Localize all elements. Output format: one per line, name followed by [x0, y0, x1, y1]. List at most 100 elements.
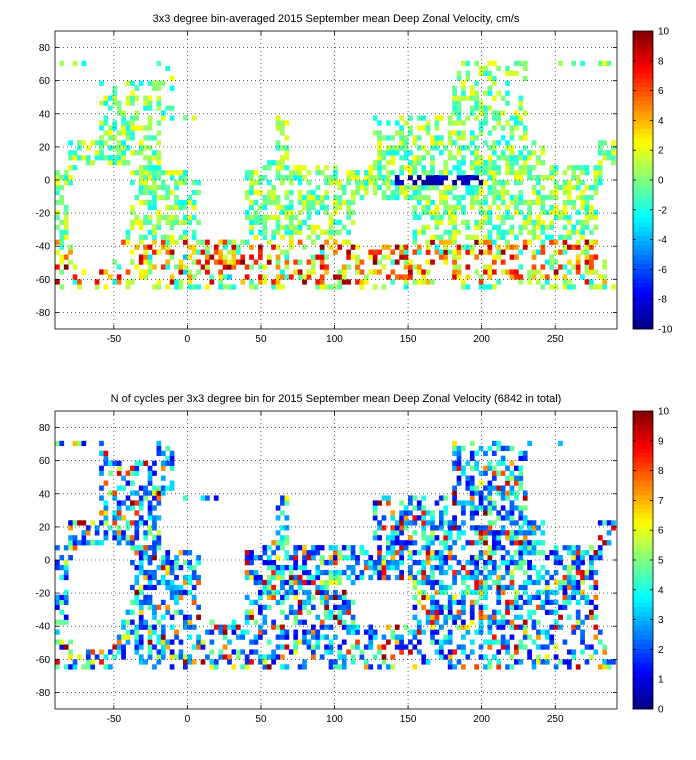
data-cell [425, 209, 431, 216]
data-cell [262, 604, 268, 610]
data-cell [456, 244, 462, 250]
data-cell [231, 244, 237, 250]
data-cell [297, 574, 303, 581]
data-cell [518, 450, 524, 456]
data-cell [522, 170, 528, 176]
data-cell [483, 249, 488, 255]
data-cell [443, 584, 449, 591]
data-cell [112, 644, 118, 650]
data-cell [138, 644, 144, 650]
data-cell [478, 184, 484, 191]
data-cell [589, 259, 594, 265]
data-cell [178, 279, 184, 285]
data-cell [491, 530, 497, 536]
data-cell [584, 170, 590, 176]
data-cell [306, 204, 312, 211]
data-cell [55, 175, 60, 181]
data-cell [496, 470, 502, 476]
data-cell [160, 80, 166, 86]
data-cell [447, 520, 453, 526]
data-cell [341, 594, 347, 601]
data-cell [478, 569, 484, 576]
y-tick-label: 40 [39, 489, 51, 500]
data-cell [474, 175, 480, 181]
data-cell [160, 644, 166, 650]
data-cell [94, 654, 100, 660]
data-cell [527, 654, 532, 660]
data-cell [125, 609, 131, 615]
data-cell [147, 569, 153, 576]
data-cell [531, 550, 537, 556]
data-cell [443, 259, 449, 265]
data-cell [156, 85, 162, 91]
data-cell [346, 564, 352, 571]
data-cell [275, 219, 281, 225]
data-cell [421, 594, 427, 601]
data-cell [386, 574, 391, 581]
data-cell [438, 135, 444, 141]
data-cell [447, 229, 453, 235]
data-cell [187, 214, 193, 221]
data-cell [253, 214, 259, 221]
data-cell [222, 239, 228, 245]
data-cell [310, 574, 316, 581]
data-cell [209, 254, 215, 260]
data-cell [518, 614, 524, 620]
data-cell [209, 279, 215, 285]
data-cell [59, 229, 65, 235]
data-cell [156, 500, 162, 506]
data-cell [461, 619, 466, 625]
data-cell [182, 659, 188, 665]
data-cell [165, 259, 171, 265]
data-cell [160, 629, 166, 635]
data-cell [333, 274, 338, 280]
data-cell [496, 155, 502, 161]
data-cell [434, 500, 440, 506]
data-cell [381, 569, 387, 576]
data-cell [116, 535, 122, 541]
data-cell [434, 579, 440, 586]
data-cell [421, 165, 427, 171]
data-cell [377, 574, 382, 581]
data-cell [368, 254, 374, 260]
data-cell [465, 234, 471, 240]
data-cell [363, 175, 369, 181]
data-cell [447, 599, 453, 605]
data-cell [580, 574, 585, 581]
data-cell [160, 110, 166, 116]
data-cell [328, 639, 334, 645]
data-cell [107, 145, 113, 151]
data-cell [580, 555, 585, 561]
colorbar-segment [633, 648, 653, 654]
data-cell [447, 115, 453, 121]
data-cell [425, 579, 431, 586]
data-cell [297, 209, 303, 216]
data-cell [544, 279, 550, 285]
data-cell [297, 170, 303, 176]
data-cell [597, 160, 603, 166]
data-cell [474, 269, 480, 275]
data-cell [447, 249, 453, 255]
data-cell [169, 584, 175, 591]
data-cell [81, 269, 87, 275]
data-cell [319, 284, 325, 290]
data-cell [99, 470, 104, 476]
data-cell [456, 199, 462, 206]
data-cell [452, 500, 457, 506]
data-cell [156, 545, 162, 551]
data-cell [491, 194, 497, 201]
data-cell [165, 579, 171, 586]
data-cell [310, 654, 316, 660]
data-cell [99, 125, 104, 131]
data-cell [249, 170, 254, 176]
data-cell [178, 550, 184, 556]
data-cell [130, 219, 135, 225]
data-cell [580, 639, 585, 645]
data-cell [107, 135, 113, 141]
data-cell [337, 279, 343, 285]
data-cell [341, 555, 347, 561]
data-cell [310, 555, 316, 561]
data-cell [496, 279, 502, 285]
data-cell [500, 555, 506, 561]
data-cell [169, 234, 175, 240]
